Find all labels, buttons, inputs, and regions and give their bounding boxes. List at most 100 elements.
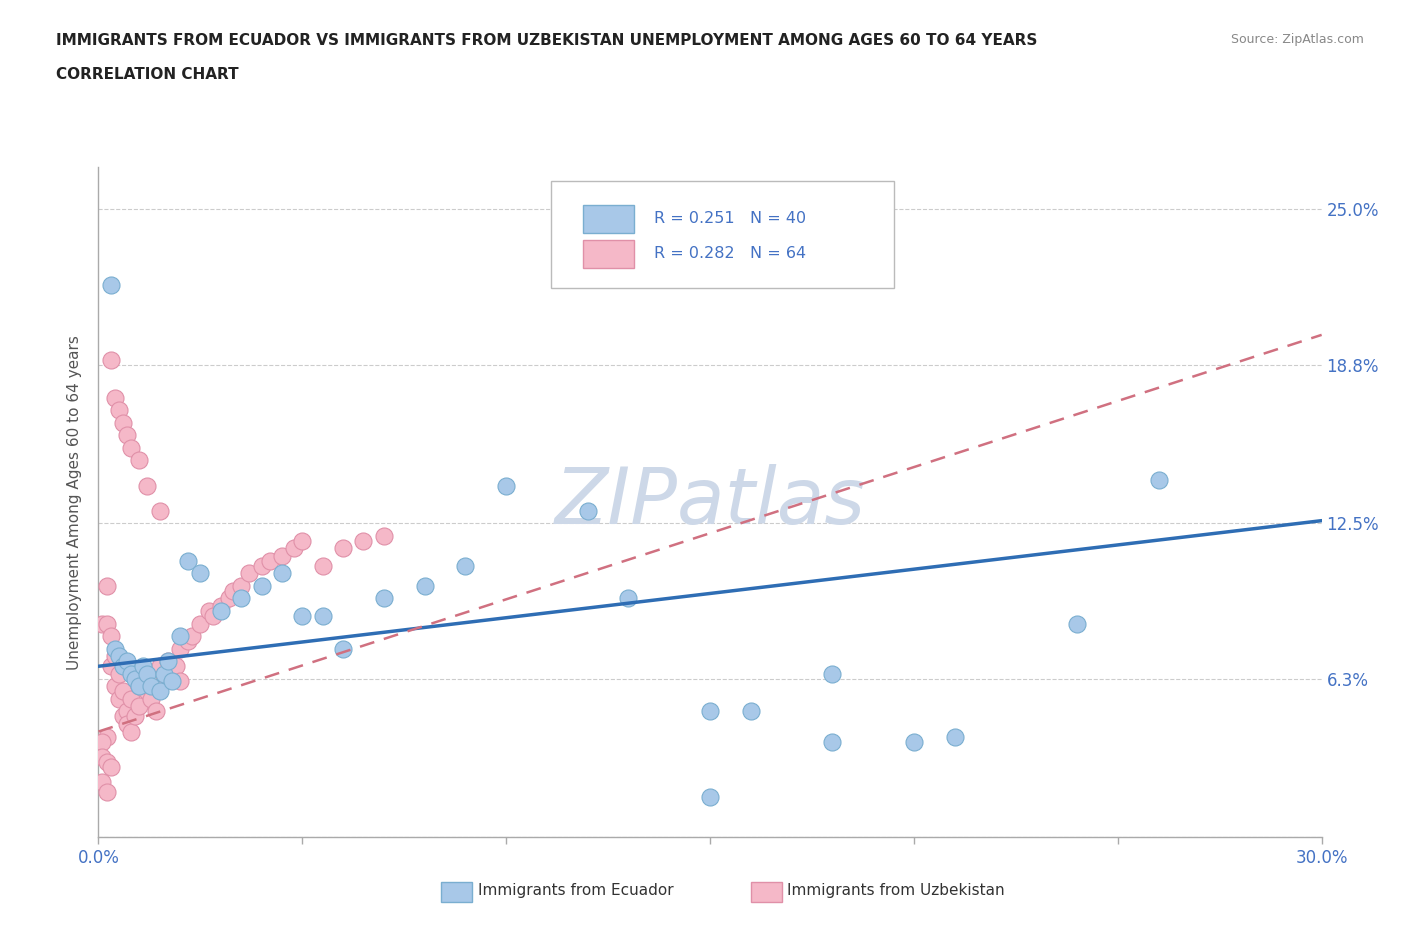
Point	[108, 667, 131, 682]
Point	[270, 549, 294, 564]
Point	[495, 478, 517, 493]
Point	[197, 604, 219, 618]
FancyBboxPatch shape	[583, 240, 634, 268]
Point	[188, 566, 212, 581]
Point	[373, 528, 395, 543]
Point	[291, 608, 314, 623]
Point	[104, 679, 127, 694]
Point	[100, 629, 122, 644]
Text: IMMIGRANTS FROM ECUADOR VS IMMIGRANTS FROM UZBEKISTAN UNEMPLOYMENT AMONG AGES 60: IMMIGRANTS FROM ECUADOR VS IMMIGRANTS FR…	[56, 33, 1038, 47]
Point	[120, 441, 142, 456]
Point	[149, 684, 172, 698]
Point	[152, 667, 174, 682]
Point	[91, 617, 114, 631]
Point	[169, 629, 191, 644]
Point	[111, 684, 134, 698]
Point	[617, 591, 640, 606]
FancyBboxPatch shape	[551, 180, 894, 288]
Point	[454, 558, 477, 573]
Point	[177, 553, 200, 568]
Text: Source: ZipAtlas.com: Source: ZipAtlas.com	[1230, 33, 1364, 46]
Point	[149, 503, 172, 518]
Point	[96, 617, 118, 631]
Point	[332, 642, 354, 657]
Point	[136, 684, 159, 698]
Point	[231, 591, 253, 606]
Point	[160, 674, 183, 689]
Point	[821, 734, 844, 749]
Point	[128, 453, 150, 468]
Text: Immigrants from Uzbekistan: Immigrants from Uzbekistan	[787, 883, 1005, 897]
Point	[1066, 617, 1088, 631]
Point	[177, 633, 200, 648]
Point	[312, 558, 335, 573]
Point	[943, 729, 966, 744]
Point	[100, 277, 122, 292]
Text: Immigrants from Ecuador: Immigrants from Ecuador	[478, 883, 673, 897]
Point	[209, 599, 232, 614]
Point	[141, 679, 163, 694]
Point	[156, 654, 179, 669]
Point	[238, 566, 260, 581]
Point	[108, 692, 131, 707]
Point	[332, 541, 354, 556]
Point	[91, 750, 114, 764]
Point	[149, 658, 172, 673]
Point	[152, 674, 174, 689]
Point	[169, 642, 191, 657]
Point	[120, 724, 142, 739]
Point	[124, 709, 146, 724]
Point	[91, 734, 114, 749]
Point	[231, 578, 253, 593]
Point	[373, 591, 395, 606]
Point	[124, 671, 146, 686]
Point	[115, 428, 138, 443]
Point	[576, 503, 599, 518]
Point	[250, 558, 273, 573]
Point	[413, 578, 436, 593]
Point	[270, 566, 294, 581]
Point	[104, 642, 127, 657]
Point	[128, 679, 150, 694]
Text: R = 0.251   N = 40: R = 0.251 N = 40	[654, 211, 806, 227]
Point	[100, 352, 122, 367]
Point	[1147, 473, 1170, 488]
Point	[91, 775, 114, 790]
Point	[250, 578, 273, 593]
Point	[141, 692, 163, 707]
Point	[201, 608, 224, 623]
Text: R = 0.282   N = 64: R = 0.282 N = 64	[654, 246, 806, 261]
Text: ZIPatlas: ZIPatlas	[554, 464, 866, 540]
Point	[165, 658, 187, 673]
Point	[259, 553, 281, 568]
Point	[222, 583, 245, 598]
Point	[96, 729, 118, 744]
Point	[128, 679, 150, 694]
Point	[111, 658, 134, 673]
Point	[132, 679, 155, 694]
Point	[188, 617, 212, 631]
FancyBboxPatch shape	[583, 205, 634, 233]
Point	[209, 604, 232, 618]
Point	[740, 704, 762, 719]
Y-axis label: Unemployment Among Ages 60 to 64 years: Unemployment Among Ages 60 to 64 years	[67, 335, 83, 670]
Point	[104, 391, 127, 405]
Point	[169, 674, 191, 689]
Point	[160, 667, 183, 682]
Point	[115, 654, 138, 669]
Point	[104, 649, 127, 664]
Point	[156, 654, 179, 669]
Point	[100, 658, 122, 673]
Point	[699, 790, 721, 804]
Point	[699, 704, 721, 719]
Point	[291, 533, 314, 548]
Point	[108, 649, 131, 664]
Point	[181, 629, 204, 644]
Point	[128, 699, 150, 714]
Point	[120, 667, 142, 682]
Point	[352, 533, 374, 548]
Point	[96, 754, 118, 769]
Point	[821, 667, 844, 682]
Point	[96, 784, 118, 799]
Point	[111, 709, 134, 724]
